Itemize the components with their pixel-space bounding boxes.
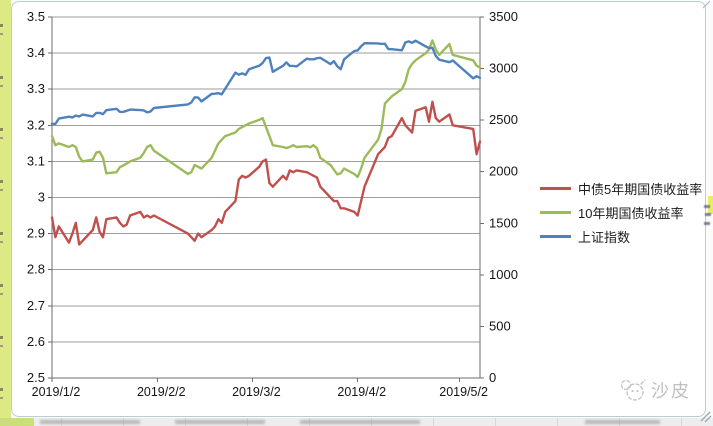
left-axis-tick-label: 3 (38, 190, 45, 205)
legend-label: 上证指数 (578, 229, 631, 245)
worksheet-row-smudge (300, 420, 420, 424)
left-axis-tick-label: 2.9 (27, 226, 45, 241)
legend-line-swatch (540, 186, 571, 190)
worksheet-row-smudge (175, 420, 265, 424)
left-axis-tick-label: 2.8 (27, 262, 45, 277)
series-line-2 (50, 39, 482, 126)
legend-item-1[interactable]: 10年期国债收益率 (540, 200, 705, 224)
right-axis-tick-label: 2000 (489, 164, 518, 179)
x-axis-tick-label: 2019/4/2 (337, 385, 386, 399)
right-axis-tick-label: 0 (489, 370, 496, 385)
top-corner-handle-icon (702, 0, 711, 9)
right-axis-tick-label: 2500 (489, 112, 518, 127)
right-edge-mark (704, 222, 710, 225)
legend-item-0[interactable]: 中债5年期国债收益率 (540, 176, 705, 200)
worksheet-left-edge-strip (0, 0, 11, 426)
worksheet-left-edge-marks (0, 0, 3, 426)
right-axis-tick-label: 1000 (489, 267, 518, 282)
left-axis-tick-label: 2.7 (27, 298, 45, 313)
series-line-0 (50, 100, 482, 246)
left-axis-tick-label: 2.5 (27, 370, 45, 385)
x-axis-tick-label: 2019/3/2 (232, 385, 281, 399)
worksheet-green-cell (0, 418, 34, 426)
legend-line-swatch (540, 210, 571, 214)
left-axis-tick-label: 3.3 (27, 81, 45, 96)
resize-handle-icon[interactable] (699, 408, 713, 424)
legend-label: 10年期国债收益率 (578, 205, 684, 221)
right-edge-mark (704, 205, 710, 208)
right-axis-tick-label: 3000 (489, 61, 518, 76)
right-edge-highlight-sliver (708, 196, 713, 214)
right-axis-tick-label: 500 (489, 318, 511, 333)
x-axis-tick-label: 2019/1/2 (32, 385, 81, 399)
x-axis-tick-label: 2019/2/2 (137, 385, 186, 399)
watermark-doodle-dog-icon (620, 379, 646, 401)
worksheet-row-smudge (585, 420, 660, 424)
right-axis-tick-label: 3500 (489, 9, 518, 24)
watermark: 沙皮 (617, 376, 691, 404)
watermark-text: 沙皮 (651, 381, 691, 401)
left-axis-tick-label: 3.4 (27, 45, 45, 60)
right-edge-mark (705, 213, 711, 216)
series-line-1 (50, 39, 482, 179)
x-axis-tick-label: 2019/5/2 (439, 385, 488, 399)
left-axis-tick-label: 3.5 (27, 9, 45, 24)
left-axis-tick-label: 3.2 (27, 117, 45, 132)
chart-legend[interactable]: 中债5年期国债收益率 10年期国债收益率 上证指数 (540, 176, 705, 248)
legend-item-2[interactable]: 上证指数 (540, 224, 705, 248)
legend-line-swatch (540, 234, 571, 238)
worksheet-row-smudge (40, 420, 140, 424)
right-axis-tick-label: 1500 (489, 215, 518, 230)
left-axis-tick-label: 3.1 (27, 153, 45, 168)
left-axis-tick-label: 2.6 (27, 334, 45, 349)
legend-label: 中债5年期国债收益率 (578, 181, 703, 197)
